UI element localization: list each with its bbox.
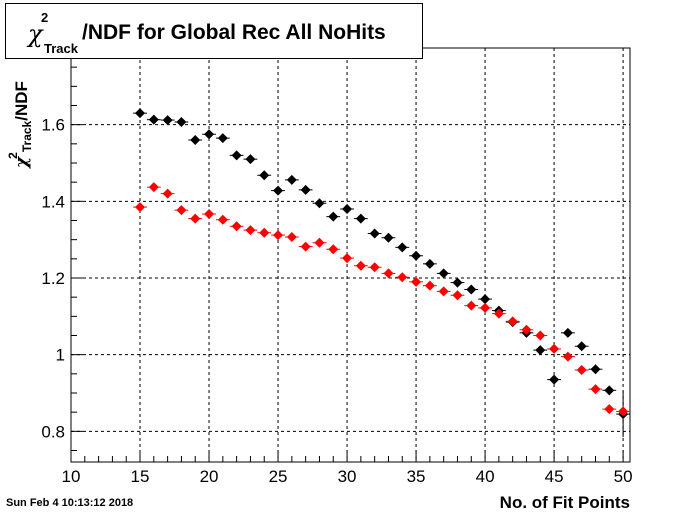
black-data-point: [535, 345, 546, 356]
black-data-point: [480, 294, 491, 305]
black-data-point: [286, 174, 297, 185]
red-data-point: [286, 231, 297, 242]
x-tick-label: 10: [62, 467, 81, 486]
plot-frame: [70, 47, 631, 463]
red-data-point: [369, 262, 380, 273]
black-data-point: [590, 364, 601, 375]
red-data-point: [273, 230, 284, 241]
title-subscript: Track: [44, 41, 78, 56]
y-tick-label: 1: [56, 346, 65, 365]
black-data-point: [328, 211, 339, 222]
red-data-point: [535, 330, 546, 341]
red-data-point: [231, 221, 242, 232]
red-data-point: [148, 182, 159, 193]
black-data-point: [300, 184, 311, 195]
black-data-point: [135, 108, 146, 119]
y-tick-label: 1.4: [41, 192, 65, 211]
red-data-point: [342, 253, 353, 264]
x-axis-label: No. of Fit Points: [499, 493, 630, 512]
timestamp: Sun Feb 4 10:13:12 2018: [6, 497, 134, 509]
red-data-point: [549, 343, 560, 354]
red-data-point: [452, 290, 463, 301]
y-axis-label-suffix: /NDF: [12, 81, 31, 121]
red-data-point: [328, 244, 339, 255]
red-data-point: [314, 237, 325, 248]
red-data-point: [300, 241, 311, 252]
red-data-point: [204, 208, 215, 219]
grid-lines: [70, 48, 630, 462]
black-data-point: [604, 385, 615, 396]
chart-title-box: χ 2 Track /NDF for Global Rec All NoHits: [5, 3, 423, 59]
black-data-point: [314, 198, 325, 209]
x-tick-label: 15: [131, 467, 150, 486]
red-data-point: [383, 268, 394, 279]
x-tick-label: 50: [614, 467, 633, 486]
black-data-point: [259, 170, 270, 181]
title-superscript: 2: [41, 10, 49, 25]
red-data-point: [397, 272, 408, 283]
red-data-point: [135, 202, 146, 213]
red-data-point: [176, 205, 187, 216]
black-data-point: [452, 277, 463, 288]
x-tick-label: 25: [269, 467, 288, 486]
red-data-point: [162, 188, 173, 199]
red-data-point: [576, 365, 587, 375]
axes-frame: [70, 47, 631, 463]
black-data-point: [411, 250, 422, 261]
data-series: [133, 108, 630, 438]
red-data-point: [245, 225, 256, 236]
black-data-point: [424, 258, 435, 269]
black-data-point: [273, 185, 284, 196]
x-tick-label: 30: [338, 467, 357, 486]
red-data-point: [493, 308, 504, 319]
black-data-point: [549, 374, 560, 385]
red-data-point: [521, 324, 532, 335]
black-data-point: [369, 228, 380, 239]
black-data-point: [176, 116, 187, 127]
black-data-point: [383, 232, 394, 243]
red-data-point: [480, 302, 491, 313]
red-data-point: [618, 406, 629, 417]
red-data-point: [190, 213, 201, 224]
red-data-point: [604, 404, 615, 415]
x-tick-label: 45: [545, 467, 564, 486]
x-tick-label: 35: [407, 467, 426, 486]
red-data-point: [466, 300, 477, 311]
x-tick-label: 20: [200, 467, 219, 486]
y-tick-label: 1.2: [41, 269, 65, 288]
black-data-point: [355, 213, 366, 224]
x-tick-label: 40: [476, 467, 495, 486]
black-data-point: [162, 115, 173, 126]
black-data-point: [204, 129, 215, 140]
y-tick-label: 1.6: [41, 116, 65, 135]
black-data-point: [466, 284, 477, 295]
y-axis-label-superscript: 2: [6, 152, 20, 159]
y-axis-label-subscript: Track: [20, 120, 34, 153]
red-data-point: [424, 280, 435, 291]
title-symbol: χ: [28, 20, 43, 48]
black-data-point: [148, 114, 159, 125]
y-tick-label: 0.8: [41, 422, 65, 441]
red-data-point: [355, 260, 366, 271]
black-data-point: [562, 327, 573, 338]
y-axis-label: χ2Track/NDF: [6, 81, 34, 168]
red-data-point: [259, 227, 270, 238]
red-data-point: [438, 286, 449, 297]
black-data-point: [245, 154, 256, 165]
red-data-point: [217, 214, 228, 225]
tick-labels: 10 15 20 25 30 35 40 45 50 0.8 1 1.2 1.4 1.6: [41, 116, 632, 486]
black-data-point: [231, 150, 242, 161]
chart-title: /NDF for Global Rec All NoHits: [82, 21, 386, 44]
black-data-point: [342, 204, 353, 214]
black-data-point: [438, 268, 449, 279]
red-data-point: [590, 384, 601, 395]
black-data-point: [576, 341, 587, 352]
red-data-point: [562, 351, 573, 362]
red-data-point: [507, 316, 518, 327]
black-data-point: [190, 135, 201, 145]
red-data-point: [411, 276, 422, 287]
black-data-point: [217, 133, 228, 144]
black-data-point: [397, 242, 408, 253]
